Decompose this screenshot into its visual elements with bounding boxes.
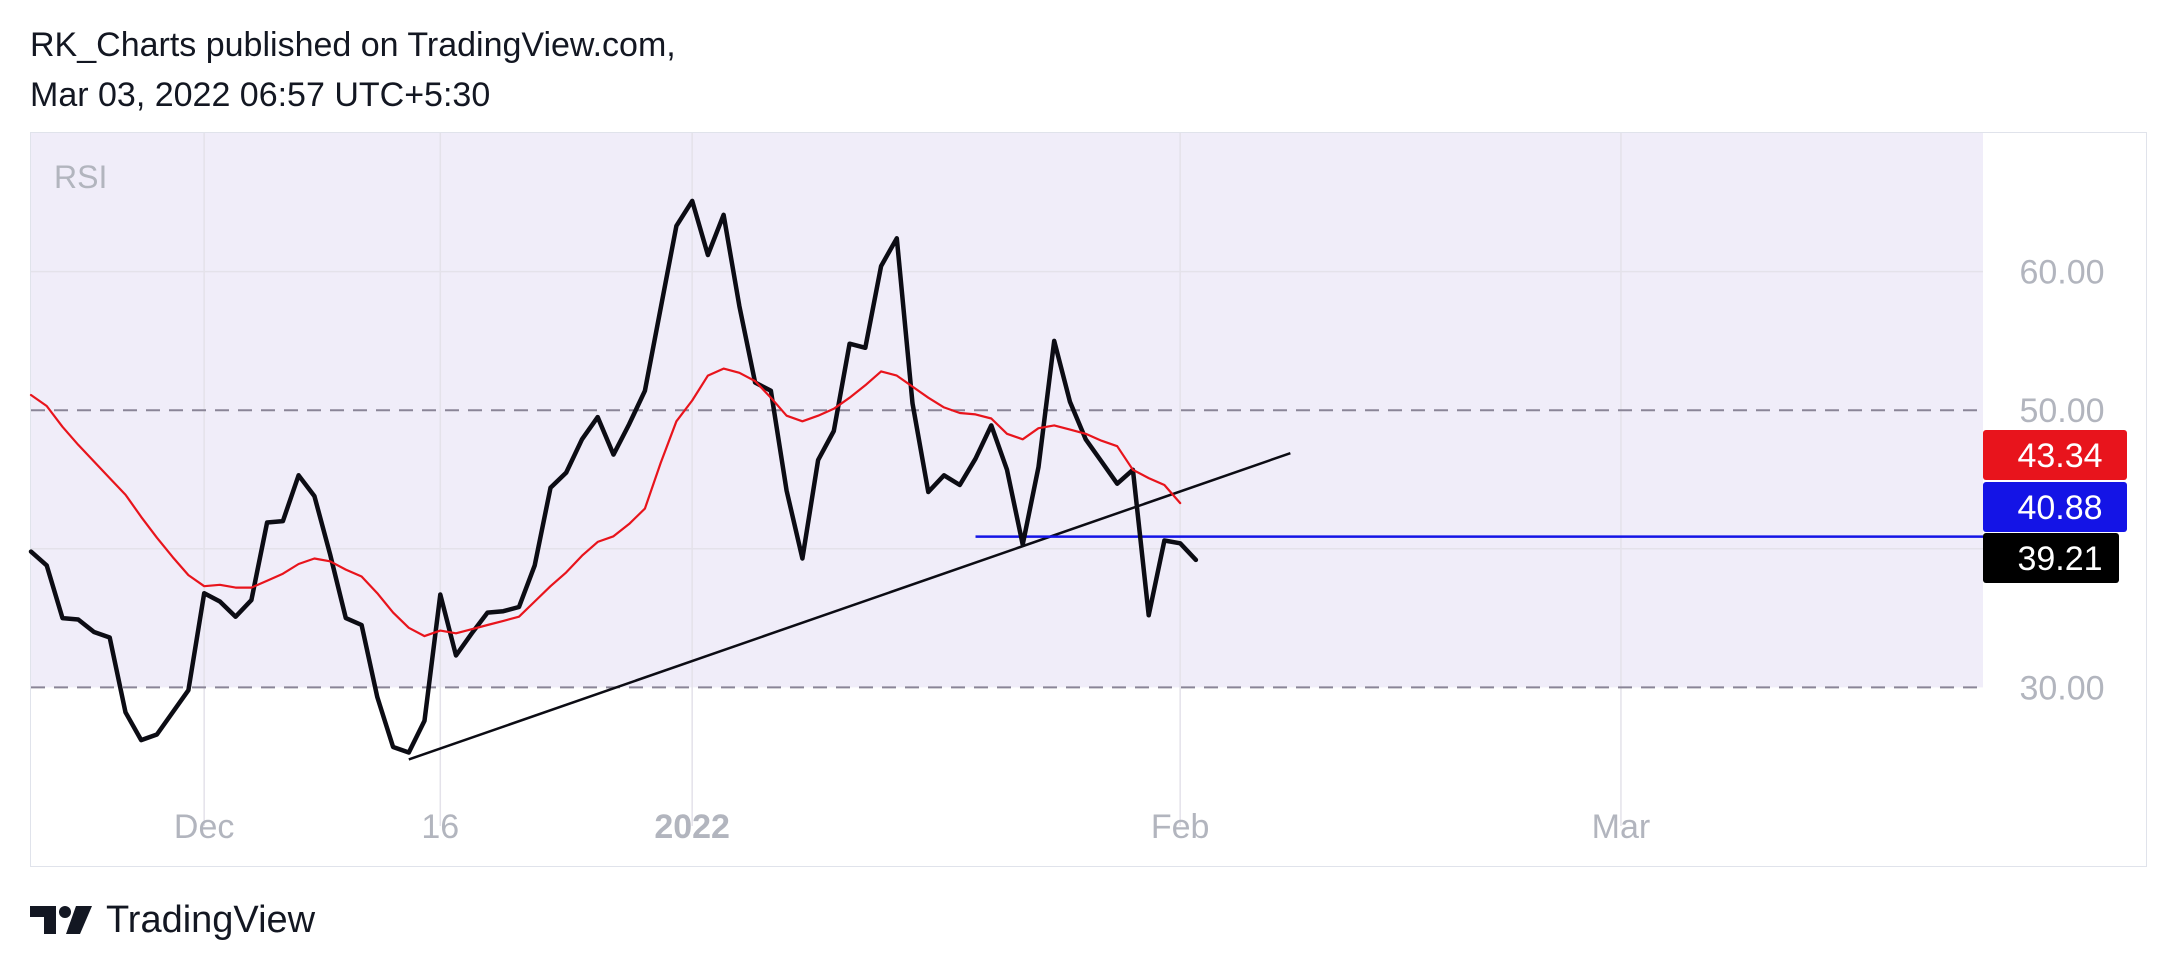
publish-date: Mar 03, 2022 06:57 UTC+5:30 [30, 76, 491, 114]
price-label-rsi: 39.21 [2017, 540, 2102, 578]
x-tick-label-Dec: Dec [174, 808, 234, 846]
publish-header: RK_Charts published on TradingView.com, … [30, 20, 676, 120]
chart-frame [30, 132, 2147, 867]
price-label-rsi_ma: 43.34 [2017, 437, 2102, 475]
x-tick-label-Feb: Feb [1151, 808, 1210, 846]
x-tick-label-Mar: Mar [1592, 808, 1651, 846]
rsi-line [28, 198, 1199, 755]
price-label-bg-rsi [1983, 533, 2119, 583]
footer: TradingView [30, 895, 315, 945]
publisher-line: RK_Charts published on TradingView.com, [30, 26, 676, 64]
chart-title: RSI [54, 159, 107, 195]
tradingview-logo-icon [30, 906, 92, 934]
rsi-ma-line [29, 367, 1182, 638]
brand-name: TradingView [106, 898, 316, 941]
price-label-bg-support_line [1983, 482, 2127, 532]
trendline [408, 451, 1291, 761]
price-label-bg-rsi_ma [1983, 430, 2127, 480]
price-label-support_line: 40.88 [2017, 489, 2102, 527]
rsi-chart[interactable]: RSI 60.00 50.00 30.00 Dec 16 2022 Feb Mar 43.34 40… [0, 0, 2175, 880]
x-tick-label-2022: 2022 [654, 808, 730, 846]
y-tick-label-50.00: 50.00 [2019, 392, 2104, 430]
y-tick-label-60.00: 60.00 [2019, 254, 2104, 292]
x-tick-label-16: 16 [421, 808, 459, 846]
y-tick-label-30.00: 30.00 [2019, 669, 2104, 707]
